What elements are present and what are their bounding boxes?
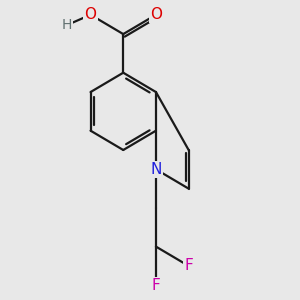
Text: N: N: [150, 162, 162, 177]
Text: F: F: [152, 278, 160, 293]
Text: O: O: [85, 7, 97, 22]
Text: O: O: [150, 7, 162, 22]
Text: F: F: [184, 258, 193, 273]
Text: H: H: [61, 18, 72, 32]
